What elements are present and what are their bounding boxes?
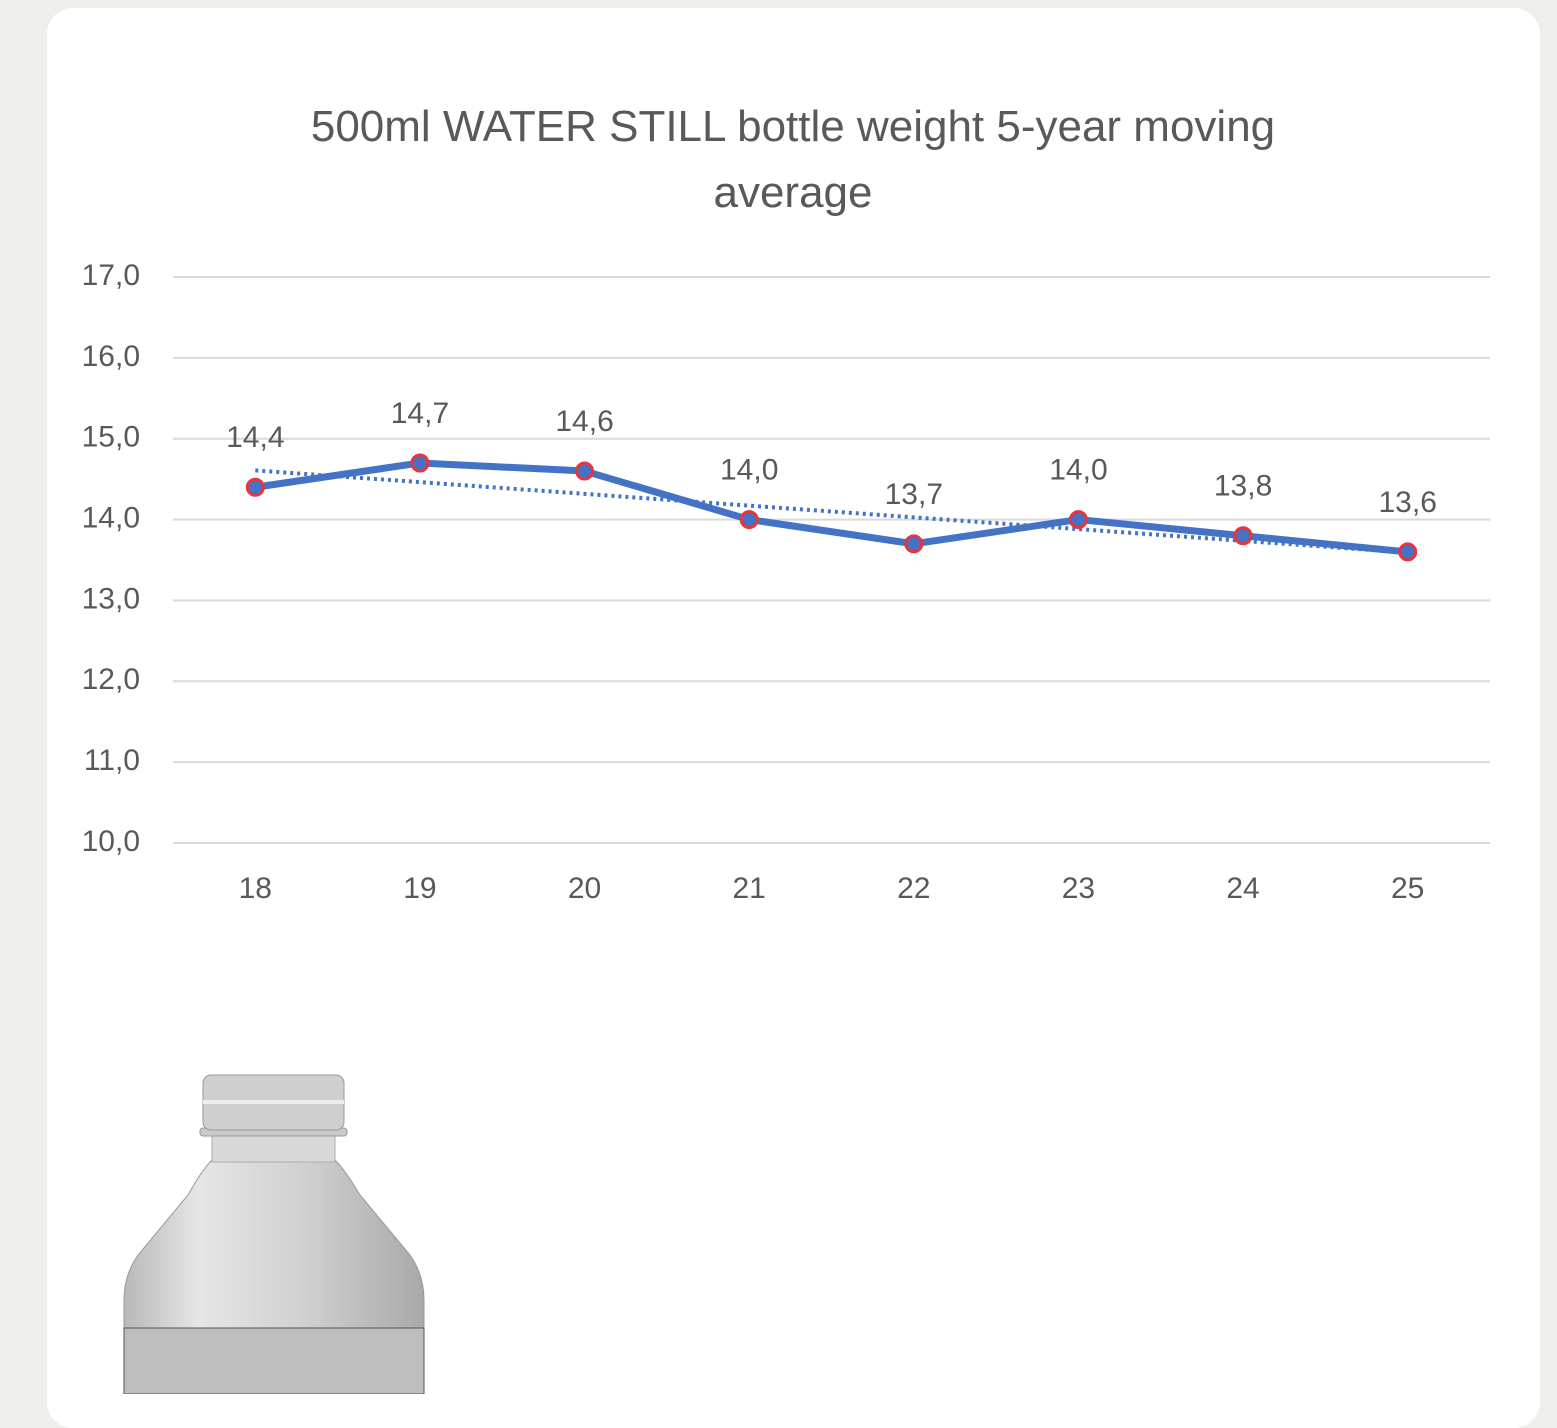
data-label: 14,7	[391, 397, 449, 430]
data-label: 14,0	[720, 453, 778, 486]
x-tick-label: 20	[568, 872, 601, 905]
data-label: 13,7	[885, 478, 943, 511]
data-point	[1235, 528, 1251, 544]
y-tick-label: 12,0	[82, 663, 140, 696]
bottle-illustration	[124, 1075, 424, 1394]
data-point	[741, 512, 757, 528]
y-tick-label: 14,0	[82, 501, 140, 534]
y-tick-label: 15,0	[82, 421, 140, 454]
data-point	[247, 479, 263, 495]
data-label: 13,6	[1378, 486, 1436, 519]
data-point	[577, 463, 593, 479]
x-tick-label: 24	[1226, 872, 1259, 905]
data-point	[1400, 544, 1416, 560]
x-tick-label: 19	[403, 872, 436, 905]
y-tick-label: 11,0	[84, 744, 140, 777]
data-label: 14,0	[1049, 453, 1107, 486]
y-tick-label: 10,0	[82, 825, 140, 858]
data-label: 14,6	[555, 405, 613, 438]
x-tick-label: 23	[1062, 872, 1095, 905]
y-tick-label: 17,0	[82, 259, 140, 292]
page: {"chart_data": {"type": "line", "title":…	[0, 0, 1557, 1394]
data-point	[412, 455, 428, 471]
data-label: 13,8	[1214, 470, 1272, 503]
y-tick-label: 16,0	[82, 340, 140, 373]
y-tick-label: 13,0	[82, 582, 140, 615]
data-label: 14,4	[226, 421, 284, 454]
x-tick-label: 22	[897, 872, 930, 905]
data-point	[1070, 512, 1086, 528]
x-tick-label: 21	[733, 872, 766, 905]
x-tick-label: 25	[1391, 872, 1424, 905]
x-tick-label: 18	[239, 872, 272, 905]
chart: 10,0 11,0 12,0 13,0 14,0 15,0 16,0 17,0 18 19 20 21…	[0, 0, 1557, 1394]
data-point	[906, 536, 922, 552]
